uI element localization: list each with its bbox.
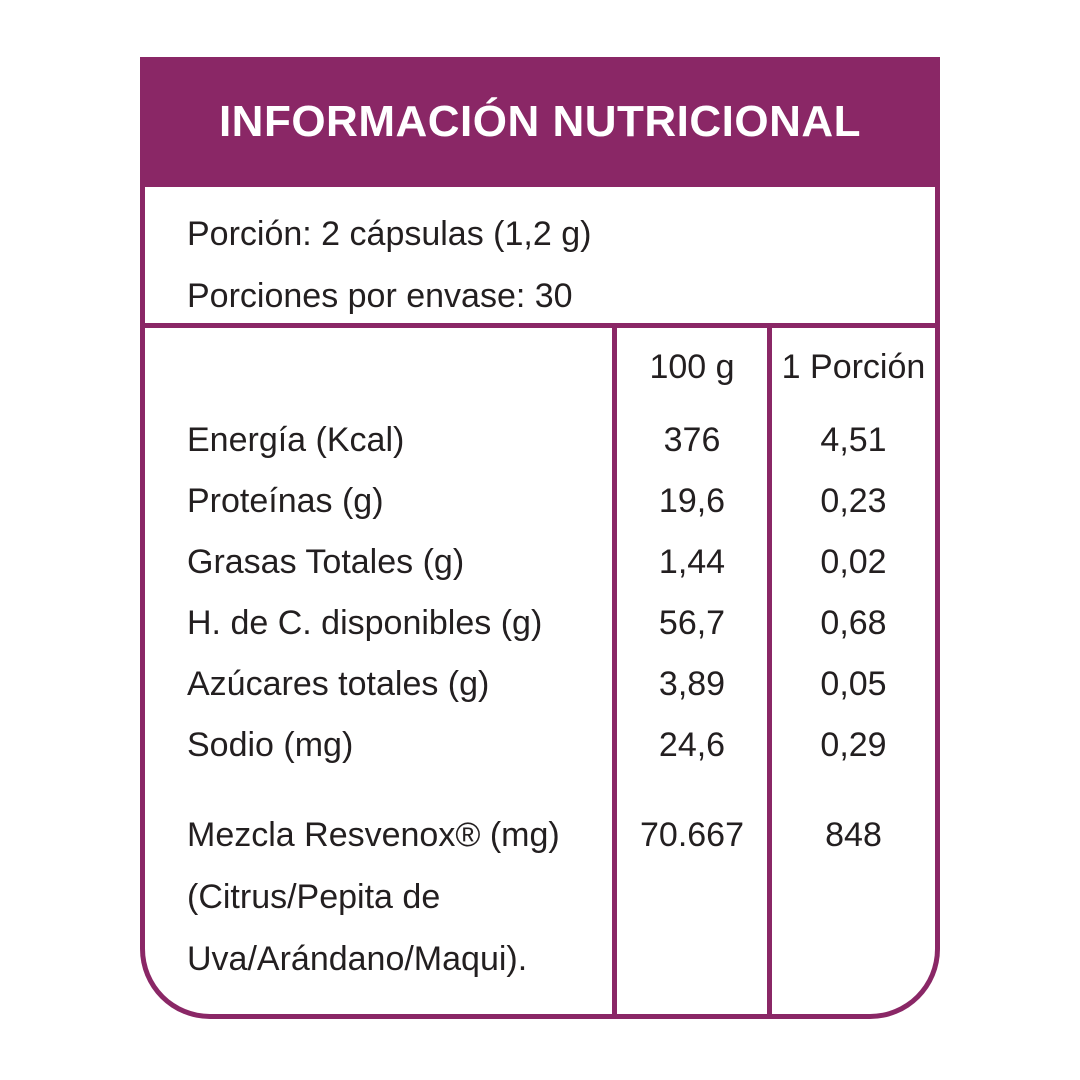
row-value-100g: 24,6 <box>658 726 726 764</box>
blend-description: Uva/Arándano/Maqui). <box>187 940 528 978</box>
row-value-portion: 0,02 <box>820 543 887 581</box>
column-header-100g: 100 g <box>649 348 735 386</box>
label-title: INFORMACIÓN NUTRICIONAL <box>145 57 935 187</box>
table-divider <box>145 323 935 328</box>
row-name: Azúcares totales (g) <box>187 665 490 703</box>
blend-value-portion: 848 <box>825 816 882 854</box>
column-header-portion: 1 Porción <box>781 348 926 386</box>
row-value-portion: 0,68 <box>820 604 887 642</box>
row-value-100g: 1,44 <box>658 543 726 581</box>
row-value-100g: 56,7 <box>658 604 726 642</box>
row-name: Grasas Totales (g) <box>187 543 465 581</box>
blend-description: (Citrus/Pepita de <box>187 878 441 916</box>
blend-name: Mezcla Resvenox® (mg) <box>187 816 560 854</box>
row-value-portion: 4,51 <box>820 421 887 459</box>
row-value-100g: 19,6 <box>658 482 726 520</box>
row-name: Sodio (mg) <box>187 726 354 764</box>
row-name: H. de C. disponibles (g) <box>187 604 543 642</box>
nutrition-label: INFORMACIÓN NUTRICIONAL Porción: 2 cápsu… <box>140 57 940 1019</box>
blend-value-100g: 70.667 <box>640 816 744 854</box>
serving-size: Porción: 2 cápsulas (1,2 g) <box>187 215 592 253</box>
servings-per-container: Porciones por envase: 30 <box>187 277 573 315</box>
row-value-portion: 0,29 <box>820 726 887 764</box>
row-value-100g: 3,89 <box>658 665 726 703</box>
column-divider-2 <box>767 328 772 1014</box>
row-name: Energía (Kcal) <box>187 421 405 459</box>
row-value-portion: 0,23 <box>820 482 887 520</box>
row-name: Proteínas (g) <box>187 482 384 520</box>
column-divider-1 <box>612 328 617 1014</box>
row-value-portion: 0,05 <box>820 665 887 703</box>
row-value-100g: 376 <box>663 421 721 459</box>
